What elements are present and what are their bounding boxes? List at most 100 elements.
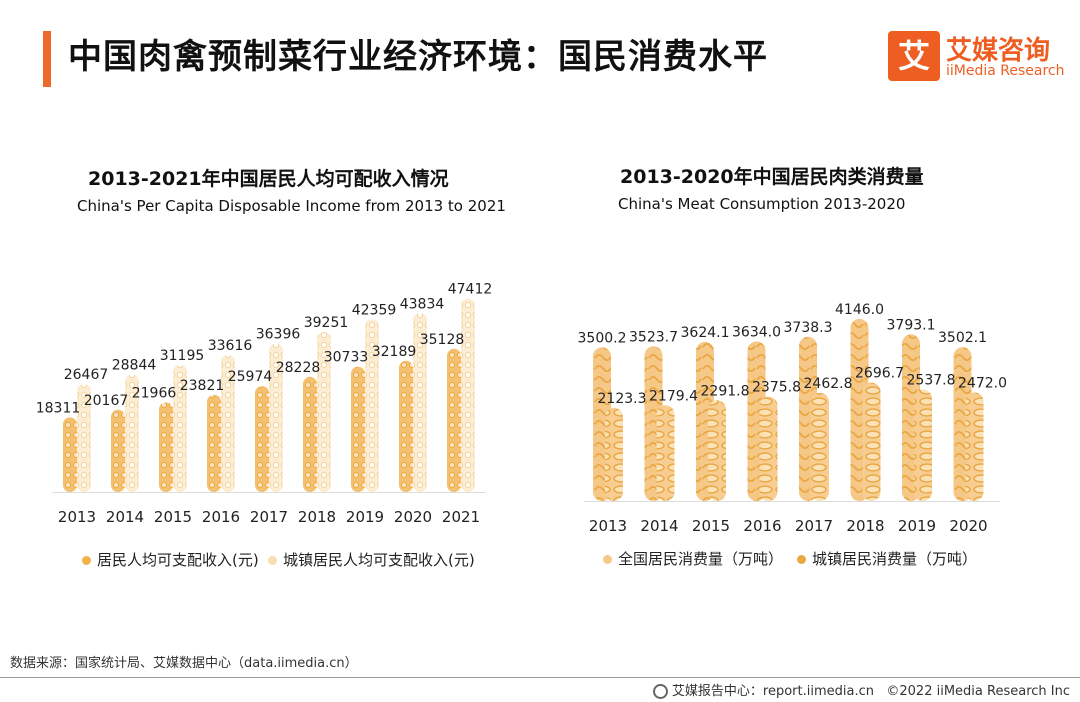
bar-series2-2018 xyxy=(862,382,881,501)
x-tick-2021: 2021 xyxy=(442,508,480,526)
bar-series2-2014 xyxy=(125,374,139,492)
legend-swatch xyxy=(797,555,806,564)
chart2-legend-item-1: 全国居民消费量（万吨） xyxy=(603,548,783,569)
bar-series2-2013 xyxy=(605,407,623,501)
footer: 艾媒报告中心：report.iimedia.cn ©2022 iiMedia R… xyxy=(652,680,1070,699)
chart1-subtitle: China's Per Capita Disposable Income fro… xyxy=(77,197,506,215)
legend-label: 全国居民消费量（万吨） xyxy=(618,550,784,568)
chart2-title: 2013-2020年中国居民肉类消费量 xyxy=(620,166,924,188)
bar-series1-2013 xyxy=(63,417,77,492)
x-tick-2019: 2019 xyxy=(346,508,384,526)
bar-series2-2015 xyxy=(173,364,187,492)
x-tick-2017: 2017 xyxy=(250,508,288,526)
legend-swatch xyxy=(603,555,612,564)
data-label-series2-2016: 2375.8 xyxy=(752,380,801,396)
chart2-legend-item-2: 城镇居民消费量（万吨） xyxy=(797,548,977,569)
data-label-series1-2021: 35128 xyxy=(420,332,465,348)
data-label-series1-2018: 28228 xyxy=(276,360,321,376)
x-tick-2013: 2013 xyxy=(589,517,627,535)
data-label-series1-2019: 3793.1 xyxy=(887,317,936,333)
bar-series1-2014 xyxy=(111,409,125,492)
data-label-series2-2018: 39251 xyxy=(304,315,349,331)
x-tick-2014: 2014 xyxy=(640,517,678,535)
data-label-series1-2015: 3624.1 xyxy=(681,325,730,341)
chart1-legend-item-1: 居民人均可支配收入(元) xyxy=(82,549,259,570)
data-label-series2-2015: 31195 xyxy=(160,348,205,364)
bar-series2-2019 xyxy=(914,389,932,501)
data-label-series1-2018: 4146.0 xyxy=(835,302,884,318)
bar-series2-2016 xyxy=(221,354,235,492)
bar-series2-2017 xyxy=(811,392,829,501)
x-tick-2015: 2015 xyxy=(692,517,730,535)
x-tick-2018: 2018 xyxy=(298,508,336,526)
bar-series2-2017 xyxy=(269,343,283,492)
data-label-series2-2018: 2696.7 xyxy=(855,366,904,382)
data-label-series1-2016: 23821 xyxy=(180,378,225,394)
x-tick-2016: 2016 xyxy=(202,508,240,526)
data-label-series1-2019: 30733 xyxy=(324,350,369,366)
data-label-series2-2014: 28844 xyxy=(112,357,157,373)
footer-copyright: ©2022 iiMedia Research Inc xyxy=(886,684,1070,699)
logo-mark: 艾 xyxy=(888,31,940,81)
logo-en-text: iiMedia Research xyxy=(946,63,1065,79)
bar-series2-2014 xyxy=(656,405,675,501)
x-tick-2016: 2016 xyxy=(743,517,781,535)
legend-swatch xyxy=(82,556,91,565)
meat-chart: 3500.2 2123.3 2013 3523.7 2179.4 2014 3624.1 22… xyxy=(578,302,1008,535)
x-tick-2017: 2017 xyxy=(795,517,833,535)
data-label-series1-2013: 18311 xyxy=(36,400,81,416)
data-label-series2-2017: 2462.8 xyxy=(804,376,853,392)
chart2-subtitle: China's Meat Consumption 2013-2020 xyxy=(618,195,906,213)
bar-series1-2016 xyxy=(207,394,221,492)
data-label-series2-2021: 47412 xyxy=(448,282,493,298)
data-label-series2-2016: 33616 xyxy=(208,338,253,354)
data-label-series2-2015: 2291.8 xyxy=(701,383,750,399)
data-label-series1-2015: 21966 xyxy=(132,385,177,401)
bar-series1-2020 xyxy=(399,360,413,492)
data-label-series2-2014: 2179.4 xyxy=(649,388,698,404)
footer-report-link[interactable]: 艾媒报告中心：report.iimedia.cn xyxy=(671,684,874,699)
data-label-series2-2013: 2123.3 xyxy=(598,391,647,407)
data-label-series1-2013: 3500.2 xyxy=(578,330,627,346)
chart1-title: 2013-2021年中国居民人均可配收入情况 xyxy=(88,168,449,190)
income-chart: 18311 26467 2013 20167 28844 2014 21966 31195 20… xyxy=(36,282,493,526)
data-label-series1-2017: 3738.3 xyxy=(784,320,833,336)
data-label-series1-2016: 3634.0 xyxy=(732,324,781,340)
data-label-series2-2017: 36396 xyxy=(256,327,301,343)
bar-series2-2020 xyxy=(965,392,984,501)
data-label-series1-2014: 20167 xyxy=(84,393,129,409)
legend-label: 城镇居民人均可支配收入(元) xyxy=(283,551,475,569)
data-label-series2-2019: 2537.8 xyxy=(907,373,956,389)
bar-series1-2018 xyxy=(303,376,317,492)
data-label-series1-2020: 3502.1 xyxy=(938,330,987,346)
data-label-series1-2017: 25974 xyxy=(228,369,273,385)
data-label-series1-2014: 3523.7 xyxy=(629,329,678,345)
data-label-series2-2020: 43834 xyxy=(400,296,445,312)
bar-series1-2015 xyxy=(159,402,173,492)
bar-series1-2017 xyxy=(255,386,269,492)
bar-series2-2016 xyxy=(759,396,778,501)
bar-series2-2018 xyxy=(317,331,331,492)
x-tick-2020: 2020 xyxy=(394,508,432,526)
data-label-series2-2019: 42359 xyxy=(352,302,397,318)
chart1-legend-item-2: 城镇居民人均可支配收入(元) xyxy=(268,549,475,570)
legend-label: 城镇居民消费量（万吨） xyxy=(812,550,978,568)
data-source: 数据来源：国家统计局、艾媒数据中心（data.iimedia.cn） xyxy=(10,656,358,671)
bar-series2-2020 xyxy=(413,313,427,492)
bar-series2-2015 xyxy=(708,400,726,501)
title-accent-bar xyxy=(43,31,51,87)
bar-series2-2021 xyxy=(461,298,475,492)
data-label-series1-2020: 32189 xyxy=(372,344,417,360)
x-tick-2013: 2013 xyxy=(58,508,96,526)
legend-label: 居民人均可支配收入(元) xyxy=(97,551,259,569)
bar-series1-2019 xyxy=(351,366,365,492)
bar-series1-2021 xyxy=(447,348,461,492)
globe-icon xyxy=(652,684,668,699)
bar-series2-2013 xyxy=(77,384,91,492)
bar-series2-2019 xyxy=(365,319,379,492)
logo-cn-text: 艾媒咨询 xyxy=(946,36,1051,66)
page-title: 中国肉禽预制菜行业经济环境：国民消费水平 xyxy=(68,37,768,77)
data-label-series2-2013: 26467 xyxy=(64,367,109,383)
x-tick-2015: 2015 xyxy=(154,508,192,526)
x-tick-2014: 2014 xyxy=(106,508,144,526)
